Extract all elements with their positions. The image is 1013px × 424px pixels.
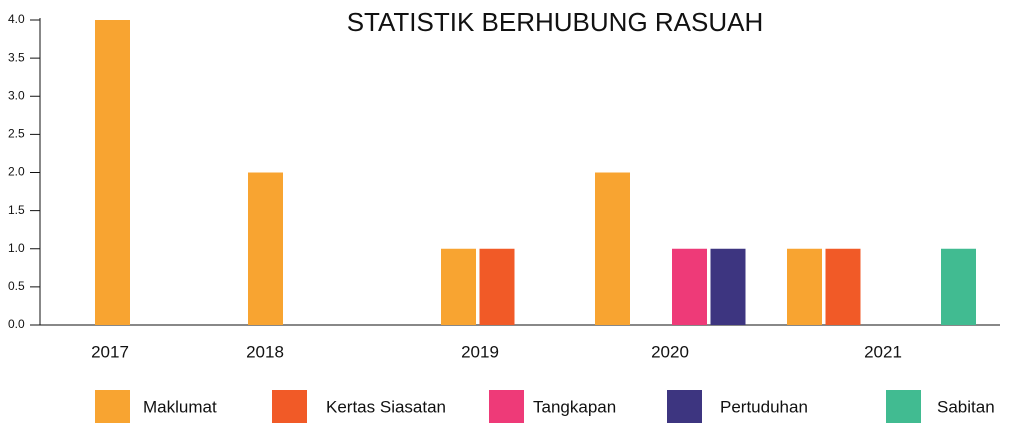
legend-swatch xyxy=(272,390,307,423)
y-tick-label: 0.5 xyxy=(8,279,25,293)
legend-label: Maklumat xyxy=(143,397,217,416)
x-tick-label: 2018 xyxy=(246,342,284,361)
y-tick-label: 3.5 xyxy=(8,50,25,64)
bar xyxy=(672,248,707,325)
y-tick-label: 1.0 xyxy=(8,241,25,255)
x-tick-label: 2017 xyxy=(91,342,129,361)
bar xyxy=(595,172,630,325)
x-tick-label: 2020 xyxy=(651,342,689,361)
chart-title: STATISTIK BERHUBUNG RASUAH xyxy=(347,7,764,37)
legend-label: Kertas Siasatan xyxy=(326,397,446,416)
bar xyxy=(479,248,515,325)
legend-swatch xyxy=(667,390,702,423)
y-tick-label: 3.0 xyxy=(8,88,25,102)
x-tick-label: 2019 xyxy=(461,342,499,361)
y-tick-label: 4.0 xyxy=(8,12,25,26)
y-tick-label: 0.0 xyxy=(8,317,25,331)
legend-swatch xyxy=(95,390,130,423)
bar xyxy=(441,248,476,325)
bar xyxy=(825,248,861,325)
y-tick-label: 2.5 xyxy=(8,127,25,141)
y-tick-label: 1.5 xyxy=(8,203,25,217)
legend-swatch xyxy=(489,390,524,423)
legend-swatch xyxy=(886,390,921,423)
legend-label: Pertuduhan xyxy=(720,397,808,416)
bar xyxy=(248,172,283,325)
y-tick-label: 2.0 xyxy=(8,165,25,179)
bar xyxy=(710,248,746,325)
bar xyxy=(787,248,822,325)
legend-label: Tangkapan xyxy=(533,397,616,416)
legend-label: Sabitan xyxy=(937,397,995,416)
x-tick-label: 2021 xyxy=(864,342,902,361)
bar xyxy=(95,20,130,325)
bar xyxy=(941,248,976,325)
